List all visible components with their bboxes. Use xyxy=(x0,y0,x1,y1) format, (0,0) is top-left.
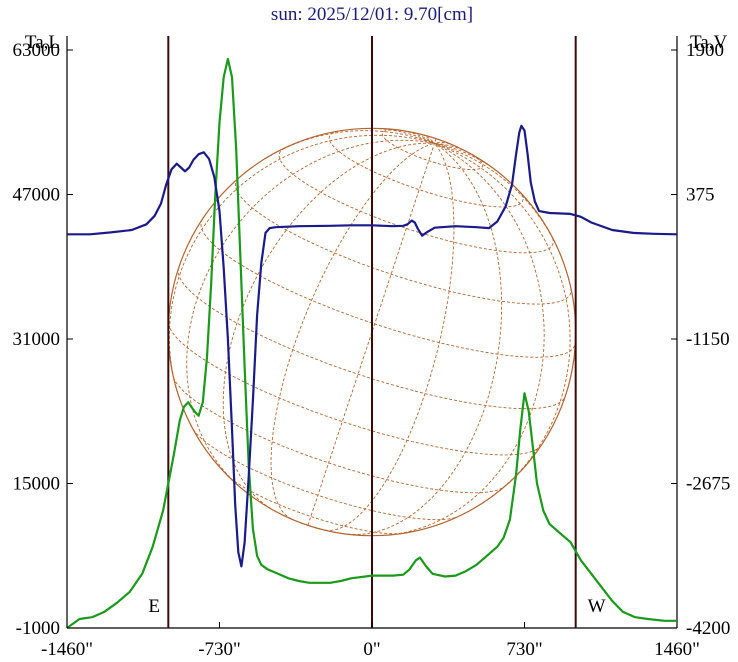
left-tick-label: -1000 xyxy=(16,618,60,639)
longitude-line xyxy=(325,143,455,531)
longitude-line xyxy=(265,130,435,159)
right-tick-label: 1900 xyxy=(686,40,724,61)
longitude-line xyxy=(363,127,435,144)
series-line-left xyxy=(66,57,677,629)
longitude-line xyxy=(222,142,435,510)
longitude-line xyxy=(347,142,503,535)
longitude-line xyxy=(186,139,435,485)
left-axis-label: Ta,L xyxy=(25,32,60,53)
latitude-line xyxy=(173,377,505,494)
right-tick-label: 375 xyxy=(686,185,715,206)
longitude-line xyxy=(434,142,450,145)
series-group xyxy=(66,57,678,629)
longitude-line xyxy=(434,142,571,501)
latitude-line xyxy=(226,474,404,535)
right-tick-label: -2675 xyxy=(686,474,730,495)
longitude-line xyxy=(421,134,435,144)
tick-labels: 63000 47000 31000 15000 -1000 1900 375 -1150 -26… xyxy=(13,40,731,660)
latitude-line xyxy=(234,178,572,305)
longitude-line xyxy=(434,142,468,153)
longitude-line xyxy=(389,142,545,536)
longitude-line xyxy=(307,143,435,526)
x-tick-label: -730" xyxy=(198,639,241,660)
left-tick-label: 31000 xyxy=(13,329,61,350)
x-tick-label: 0" xyxy=(363,639,380,660)
longitude-line xyxy=(402,130,435,144)
left-tick-label: 63000 xyxy=(13,40,61,61)
latitude-line xyxy=(200,219,576,358)
chart-title: sun: 2025/12/01: 9.70[cm] xyxy=(271,4,473,25)
east-limb-label: E xyxy=(148,596,160,617)
right-axis-label: Ta,V xyxy=(690,32,727,53)
x-tick-label: 1460" xyxy=(654,639,700,660)
right-tick-label: -1150 xyxy=(686,329,730,350)
x-tick-label: -1460" xyxy=(41,639,93,660)
latitude-line xyxy=(168,323,541,456)
series-line-right xyxy=(67,124,678,568)
longitude-line xyxy=(434,138,437,144)
longitude-line xyxy=(434,142,501,174)
latitude-line xyxy=(278,147,554,254)
latitude-line xyxy=(381,129,484,171)
right-tick-label: -4200 xyxy=(686,618,730,639)
x-tick-label: 730" xyxy=(506,639,542,660)
left-tick-label: 15000 xyxy=(13,474,61,495)
left-tick-label: 47000 xyxy=(13,185,61,206)
longitude-line xyxy=(270,142,435,520)
west-limb-label: W xyxy=(588,596,606,617)
longitude-line xyxy=(168,134,435,398)
longitude-line xyxy=(434,142,562,257)
